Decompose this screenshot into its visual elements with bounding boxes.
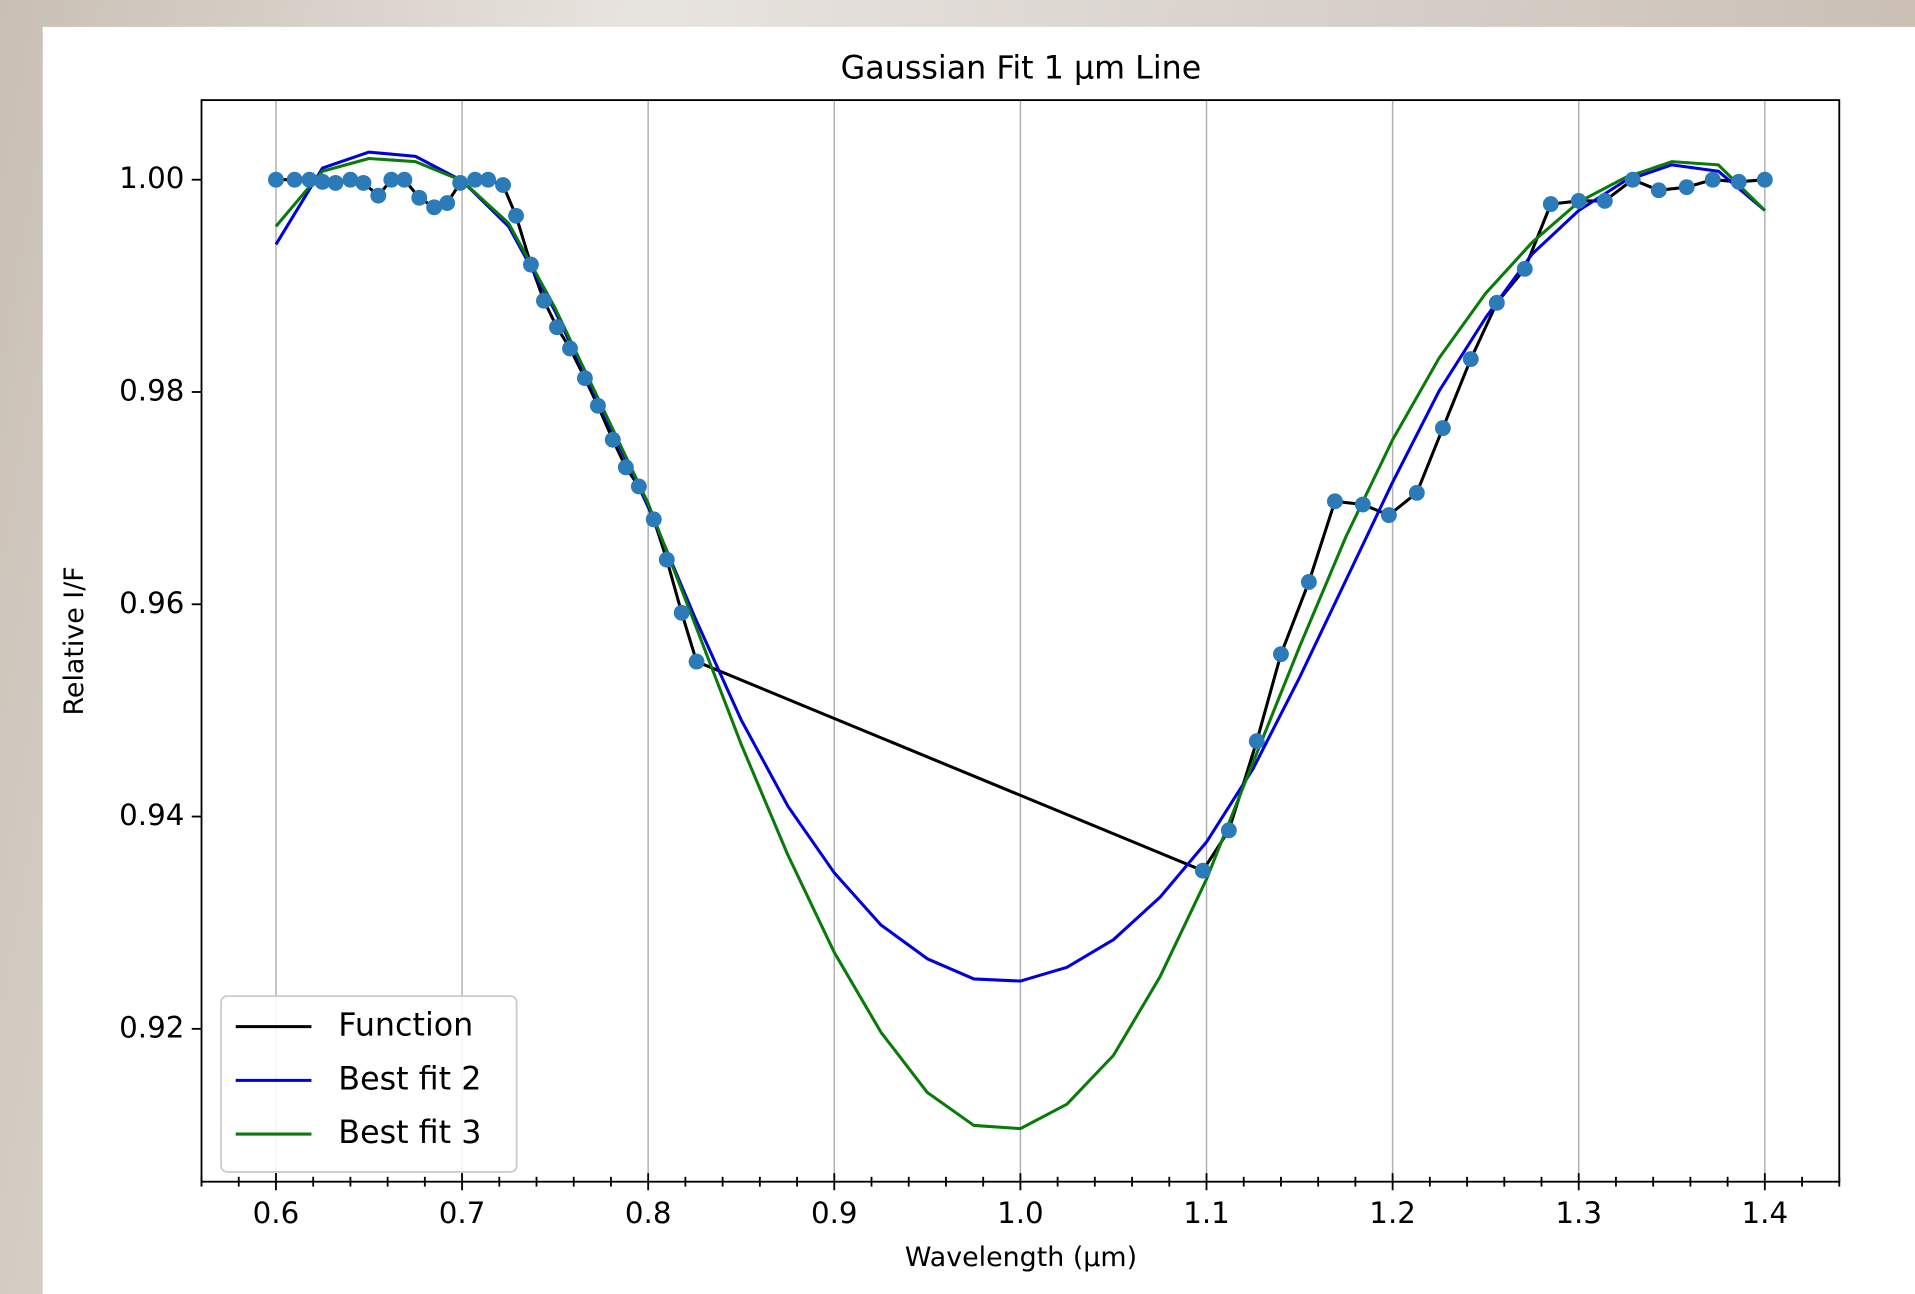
data-point (508, 207, 524, 224)
data-point (1248, 733, 1265, 750)
y-tick-label: 0.96 (119, 586, 184, 620)
y-tick-label: 0.98 (119, 373, 184, 407)
legend-box (220, 995, 518, 1173)
data-point (536, 292, 552, 309)
x-tick-label: 0.8 (625, 1196, 672, 1230)
data-point (1596, 193, 1613, 209)
data-point (301, 171, 318, 188)
data-point (1273, 646, 1289, 663)
data-point (1462, 351, 1479, 368)
data-point (396, 171, 413, 188)
data-point (1408, 484, 1425, 501)
data-point (1380, 507, 1397, 524)
legend-label: Function (338, 1008, 473, 1044)
x-tick-label: 1.3 (1555, 1196, 1602, 1230)
data-point (411, 189, 428, 206)
legend-label: Best fit 3 (338, 1115, 481, 1151)
data-point (604, 431, 621, 448)
data-point (452, 174, 469, 191)
data-point (1326, 493, 1343, 510)
ticks: 0.6 0.7 0.8 0.9 1.0 1.1 1.2 1.3 1.4 0.92 0.94 0.96 0… (119, 161, 1841, 1230)
data-point (1300, 574, 1317, 590)
data-point (688, 653, 705, 670)
y-tick-label: 0.92 (119, 1010, 184, 1044)
x-tick-label: 1.0 (997, 1196, 1044, 1230)
series-line (274, 150, 1766, 983)
data-point (327, 174, 344, 191)
data-point (1678, 179, 1695, 196)
data-point (589, 397, 606, 414)
data-point (268, 171, 284, 188)
legend: Function Best fit 2 Best fit 3 (220, 995, 518, 1173)
grid (275, 100, 1766, 1182)
data-point (1650, 182, 1667, 199)
data-point (495, 177, 511, 193)
data-point (439, 195, 456, 211)
data-point (1624, 171, 1641, 188)
data-point (1542, 196, 1559, 213)
data-point (1434, 420, 1451, 437)
data-point (1730, 173, 1747, 190)
x-tick-label: 0.7 (439, 1196, 486, 1230)
data-point (645, 511, 662, 528)
data-point (562, 340, 578, 357)
y-tick-label: 0.94 (119, 798, 184, 832)
x-tick-label: 1.2 (1369, 1196, 1416, 1230)
data-point (1570, 193, 1587, 209)
data-point (1220, 822, 1237, 839)
data-point (383, 171, 400, 188)
legend-label: Best fit 2 (338, 1061, 481, 1097)
series-line (274, 156, 1766, 1131)
data-point (426, 199, 443, 216)
y-tick-label: 1.00 (119, 161, 184, 195)
x-tick-label: 0.6 (253, 1196, 300, 1230)
data-point (370, 187, 387, 204)
data-point (467, 171, 484, 188)
data-point (1488, 294, 1505, 311)
x-axis-label: Wavelength (µm) (905, 1242, 1137, 1273)
data-point (286, 171, 303, 188)
x-tick-label: 1.1 (1183, 1196, 1230, 1230)
data-point (576, 370, 593, 387)
data-point (617, 459, 634, 476)
y-axis-label: Relative I/F (59, 566, 90, 715)
x-tick-label: 0.9 (811, 1196, 858, 1230)
data-point (1704, 171, 1721, 188)
data-point (1756, 171, 1773, 188)
chart-title: Gaussian Fit 1 µm Line (841, 51, 1202, 87)
data-point (1516, 260, 1533, 277)
data-point (658, 551, 675, 568)
data-point (673, 604, 690, 621)
data-point (549, 319, 565, 336)
data-point (522, 256, 539, 273)
data-point (342, 171, 359, 188)
data-point (314, 173, 331, 190)
data-point (1194, 862, 1211, 879)
x-tick-label: 1.4 (1742, 1196, 1789, 1230)
plot-area (268, 150, 1773, 1131)
data-point (480, 171, 497, 188)
data-point (630, 478, 647, 495)
data-point (355, 174, 372, 191)
data-point (1354, 496, 1371, 513)
